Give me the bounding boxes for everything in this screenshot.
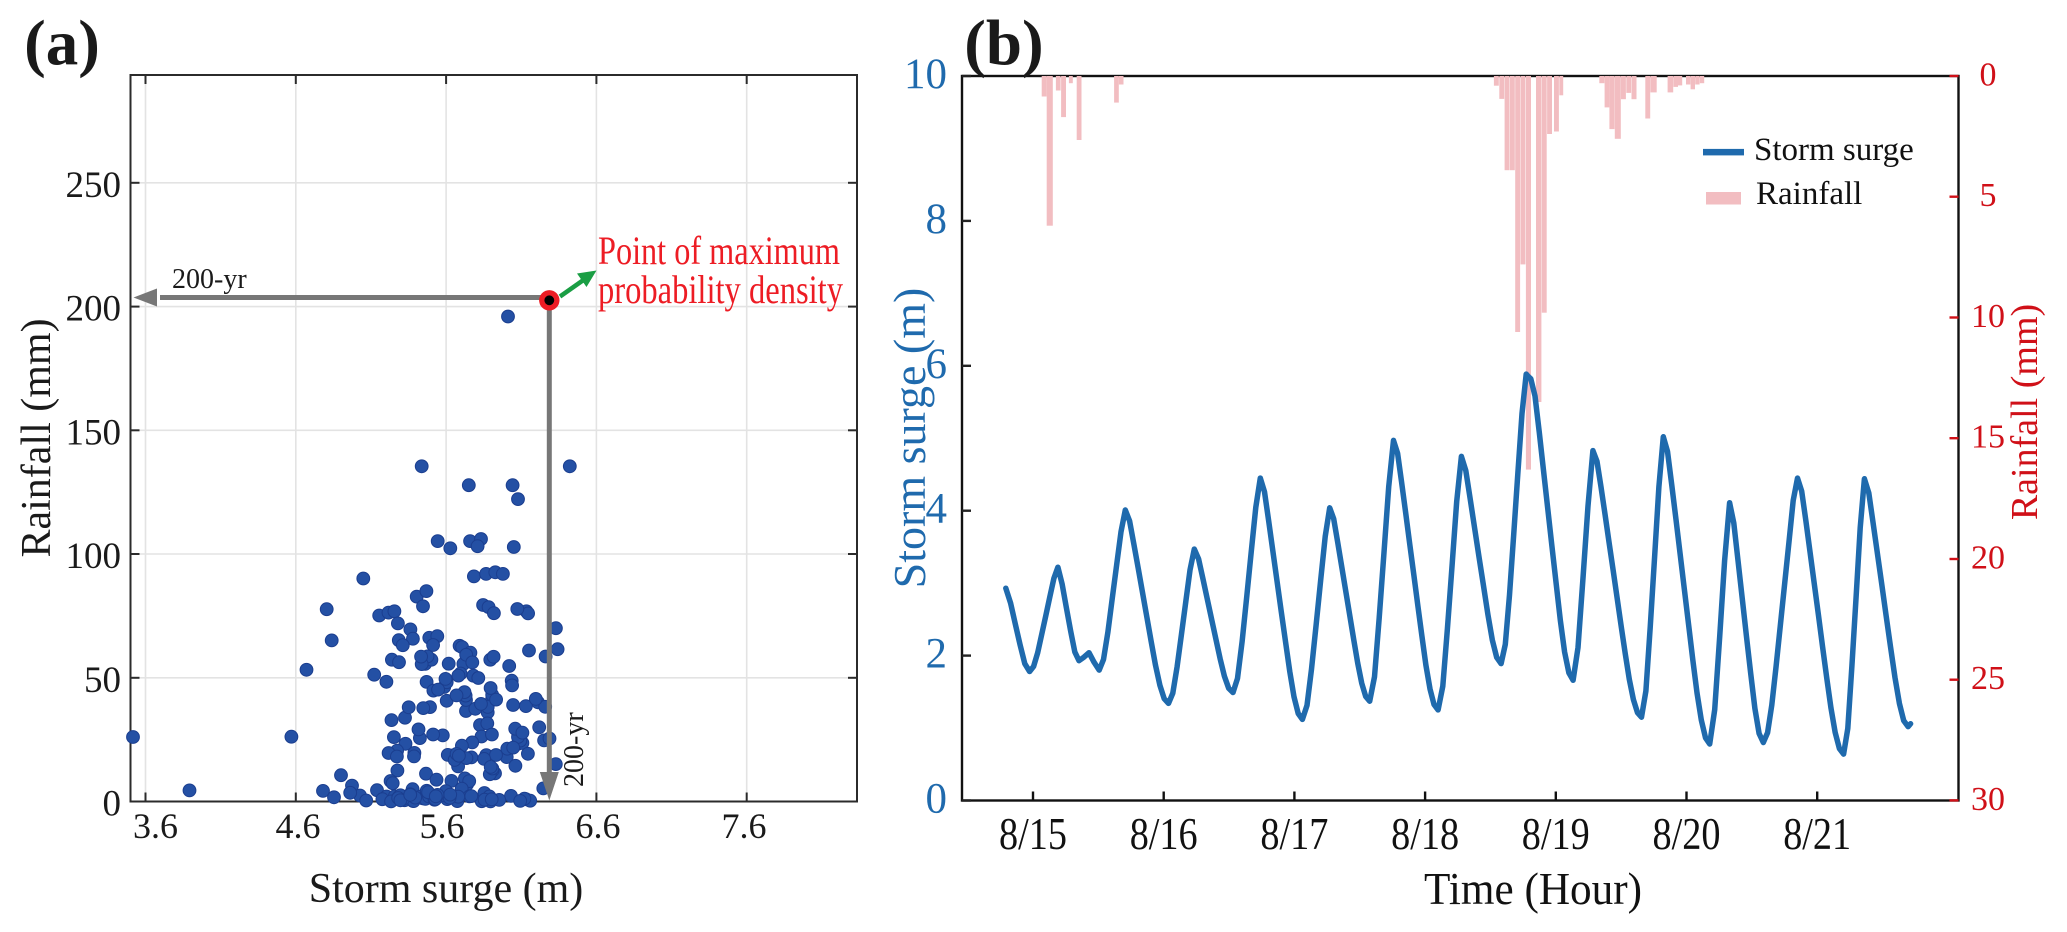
svg-text:6.6: 6.6 <box>576 806 621 846</box>
svg-text:Rainfall (mm): Rainfall (mm) <box>2004 304 2046 520</box>
svg-text:Storm surge (m): Storm surge (m) <box>884 288 935 589</box>
svg-text:8/19: 8/19 <box>1522 809 1590 859</box>
svg-text:30: 30 <box>1971 781 2005 818</box>
svg-text:10: 10 <box>904 51 947 98</box>
svg-text:6: 6 <box>926 341 948 388</box>
svg-text:200: 200 <box>66 289 122 330</box>
svg-text:15: 15 <box>1971 419 2005 456</box>
svg-text:3.6: 3.6 <box>133 806 178 846</box>
svg-text:Storm surge (m): Storm surge (m) <box>309 866 584 912</box>
svg-text:250: 250 <box>66 165 122 206</box>
svg-text:(a): (a) <box>24 8 100 80</box>
svg-text:Storm surge: Storm surge <box>1754 132 1914 168</box>
svg-text:150: 150 <box>66 412 122 453</box>
svg-text:8/15: 8/15 <box>999 809 1067 859</box>
svg-text:0: 0 <box>103 784 122 825</box>
svg-text:8/17: 8/17 <box>1260 809 1328 859</box>
svg-text:50: 50 <box>84 660 121 701</box>
svg-text:8/20: 8/20 <box>1653 809 1721 859</box>
svg-text:4.6: 4.6 <box>276 806 321 846</box>
svg-text:5: 5 <box>1980 177 1997 214</box>
svg-text:200-yr: 200-yr <box>559 712 590 787</box>
svg-text:20: 20 <box>1971 540 2005 577</box>
svg-text:200-yr: 200-yr <box>172 264 247 295</box>
svg-text:8/16: 8/16 <box>1130 809 1198 859</box>
svg-text:probability density: probability density <box>598 267 843 312</box>
svg-text:8/18: 8/18 <box>1391 809 1459 859</box>
svg-text:Rainfall: Rainfall <box>1756 176 1862 212</box>
svg-text:Rainfall (mm): Rainfall (mm) <box>14 318 60 557</box>
svg-text:7.6: 7.6 <box>722 806 767 846</box>
svg-text:4: 4 <box>926 486 948 533</box>
svg-text:8/21: 8/21 <box>1783 809 1851 859</box>
svg-text:0: 0 <box>926 776 948 823</box>
svg-text:25: 25 <box>1971 660 2005 697</box>
svg-text:Point of maximum: Point of maximum <box>598 228 840 273</box>
svg-text:100: 100 <box>66 536 122 577</box>
svg-text:2: 2 <box>926 631 948 678</box>
svg-text:Time (Hour): Time (Hour) <box>1424 863 1642 914</box>
svg-text:10: 10 <box>1971 298 2005 335</box>
svg-text:0: 0 <box>1980 57 1997 94</box>
svg-text:(b): (b) <box>964 8 1043 80</box>
svg-text:8: 8 <box>926 196 948 243</box>
svg-text:5.6: 5.6 <box>420 806 465 846</box>
